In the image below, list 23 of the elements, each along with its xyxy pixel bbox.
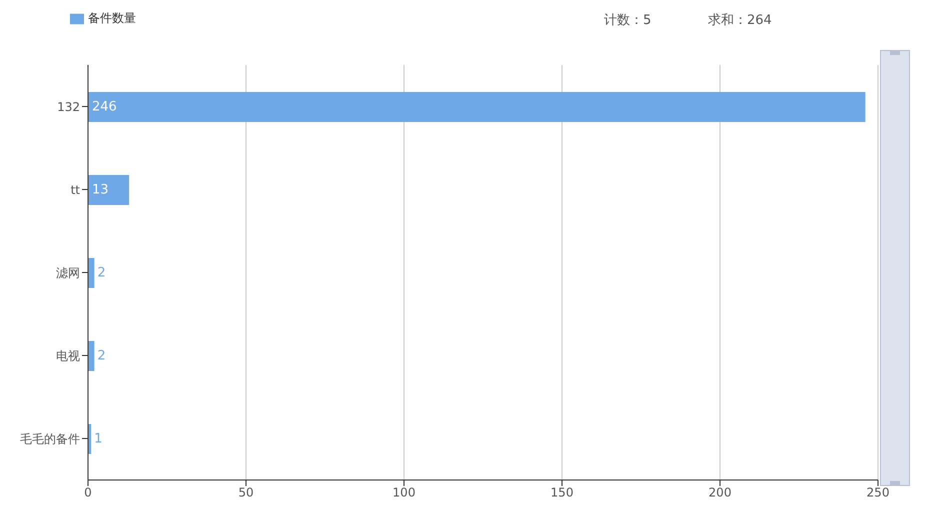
y-tick-label: tt — [70, 182, 80, 197]
x-tick-label: 50 — [238, 486, 254, 500]
x-tick-label: 0 — [84, 486, 92, 500]
data-label: 2 — [97, 348, 106, 364]
data-label: 246 — [92, 100, 117, 114]
text: 计数：5 — [604, 12, 652, 29]
data-label: 1 — [94, 432, 102, 446]
bar — [88, 175, 130, 205]
bar — [88, 341, 94, 371]
y-tick-label: 132 — [57, 100, 80, 114]
x-tick-label: 150 — [550, 486, 574, 500]
data-label: 13 — [92, 182, 109, 198]
text: 求和：264 — [708, 12, 772, 29]
x-tick-label: 200 — [708, 486, 732, 500]
x-tick-label: 250 — [866, 486, 890, 500]
y-tick-label: 电视 — [56, 348, 80, 363]
data-label: 2 — [97, 266, 106, 280]
y-tick-label: 滤网 — [56, 266, 80, 280]
bar — [88, 258, 94, 288]
legend-label: 备件数量 — [88, 11, 136, 25]
bar — [88, 92, 866, 122]
y-tick-label: 毛毛的备件 — [20, 432, 80, 446]
x-tick-label: 100 — [392, 486, 416, 500]
